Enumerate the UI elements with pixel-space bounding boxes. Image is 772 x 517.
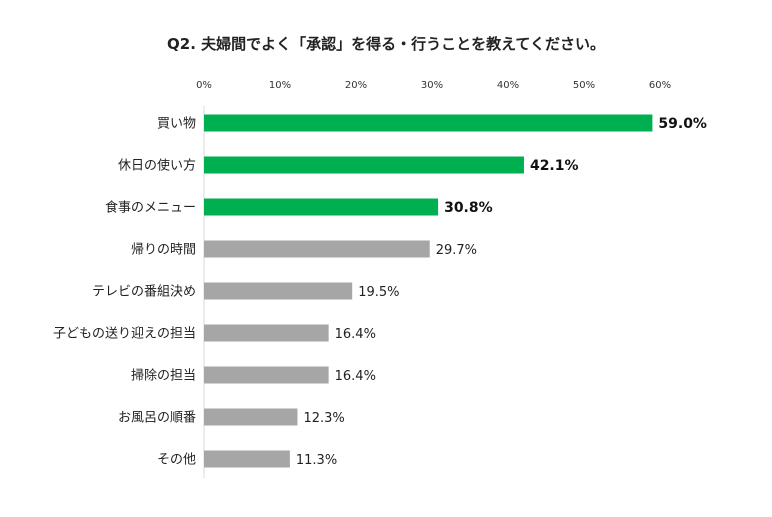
value-label: 11.3% xyxy=(296,453,337,468)
bar xyxy=(204,450,290,468)
x-tick-label: 50% xyxy=(573,80,595,91)
bar xyxy=(204,408,298,426)
value-label: 59.0% xyxy=(658,116,707,132)
category-label: テレビの番組決め xyxy=(92,285,196,300)
value-label: 12.3% xyxy=(303,411,344,426)
value-label: 30.8% xyxy=(444,200,493,216)
x-tick-label: 30% xyxy=(421,80,443,91)
value-label: 42.1% xyxy=(530,158,579,174)
x-tick-label: 60% xyxy=(649,80,671,91)
chart-title: Q2. 夫婦間でよく「承認」を得る・行うことを教えてください。 xyxy=(167,35,605,53)
category-label: 掃除の担当 xyxy=(131,368,196,384)
category-label: 休日の使い方 xyxy=(118,158,196,174)
value-label: 16.4% xyxy=(335,327,376,342)
x-axis-ticks: 0% 10% 20% 30% 40% 50% 60% xyxy=(196,80,671,91)
value-label: 29.7% xyxy=(436,243,477,258)
category-label: その他 xyxy=(157,453,196,468)
x-tick-label: 20% xyxy=(345,80,367,91)
bar xyxy=(204,114,653,132)
category-label: 食事のメニュー xyxy=(105,200,196,216)
bar xyxy=(204,240,430,258)
bar xyxy=(204,198,439,216)
value-label: 16.4% xyxy=(335,369,376,384)
bar xyxy=(204,156,524,174)
category-label: 子どもの送り迎えの担当 xyxy=(53,327,196,342)
category-label: 買い物 xyxy=(157,117,196,132)
category-label: お風呂の順番 xyxy=(118,411,196,426)
bar xyxy=(204,366,329,384)
bar xyxy=(204,282,353,300)
x-tick-label: 0% xyxy=(196,80,212,91)
x-tick-label: 10% xyxy=(269,80,291,91)
bars: 買い物 59.0% 休日の使い方 42.1% 食事のメニュー 30.8% 帰りの時間 29.7… xyxy=(53,114,707,468)
value-label: 19.5% xyxy=(358,285,399,300)
bar xyxy=(204,324,329,342)
category-label: 帰りの時間 xyxy=(131,242,196,258)
x-tick-label: 40% xyxy=(497,80,519,91)
